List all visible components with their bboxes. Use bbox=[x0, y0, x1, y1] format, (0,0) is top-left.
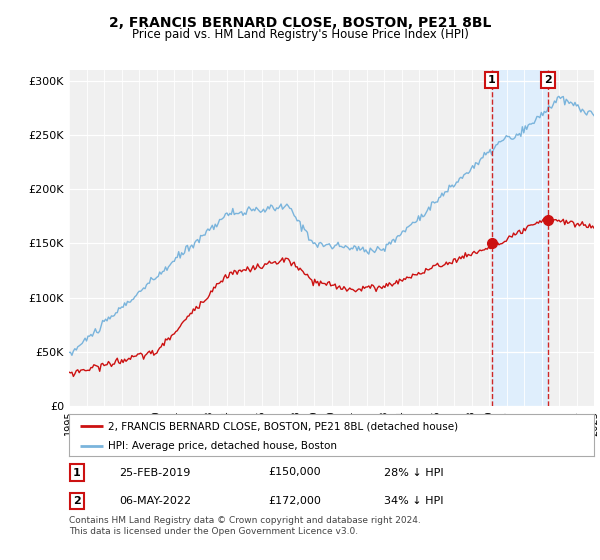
Bar bbox=[491, 70, 548, 406]
Text: £150,000: £150,000 bbox=[269, 468, 321, 478]
Text: Contains HM Land Registry data © Crown copyright and database right 2024.
This d: Contains HM Land Registry data © Crown c… bbox=[69, 516, 421, 536]
Text: 2: 2 bbox=[544, 75, 552, 85]
Text: 2: 2 bbox=[73, 496, 81, 506]
Text: 06-MAY-2022: 06-MAY-2022 bbox=[119, 496, 191, 506]
Text: 2, FRANCIS BERNARD CLOSE, BOSTON, PE21 8BL: 2, FRANCIS BERNARD CLOSE, BOSTON, PE21 8… bbox=[109, 16, 491, 30]
Text: HPI: Average price, detached house, Boston: HPI: Average price, detached house, Bost… bbox=[109, 441, 337, 451]
Text: Price paid vs. HM Land Registry's House Price Index (HPI): Price paid vs. HM Land Registry's House … bbox=[131, 28, 469, 41]
Text: 28% ↓ HPI: 28% ↓ HPI bbox=[384, 468, 443, 478]
Text: 1: 1 bbox=[73, 468, 81, 478]
Text: 34% ↓ HPI: 34% ↓ HPI bbox=[384, 496, 443, 506]
Text: 1: 1 bbox=[488, 75, 496, 85]
Text: £172,000: £172,000 bbox=[269, 496, 322, 506]
Text: 2, FRANCIS BERNARD CLOSE, BOSTON, PE21 8BL (detached house): 2, FRANCIS BERNARD CLOSE, BOSTON, PE21 8… bbox=[109, 421, 458, 431]
Text: 25-FEB-2019: 25-FEB-2019 bbox=[119, 468, 190, 478]
